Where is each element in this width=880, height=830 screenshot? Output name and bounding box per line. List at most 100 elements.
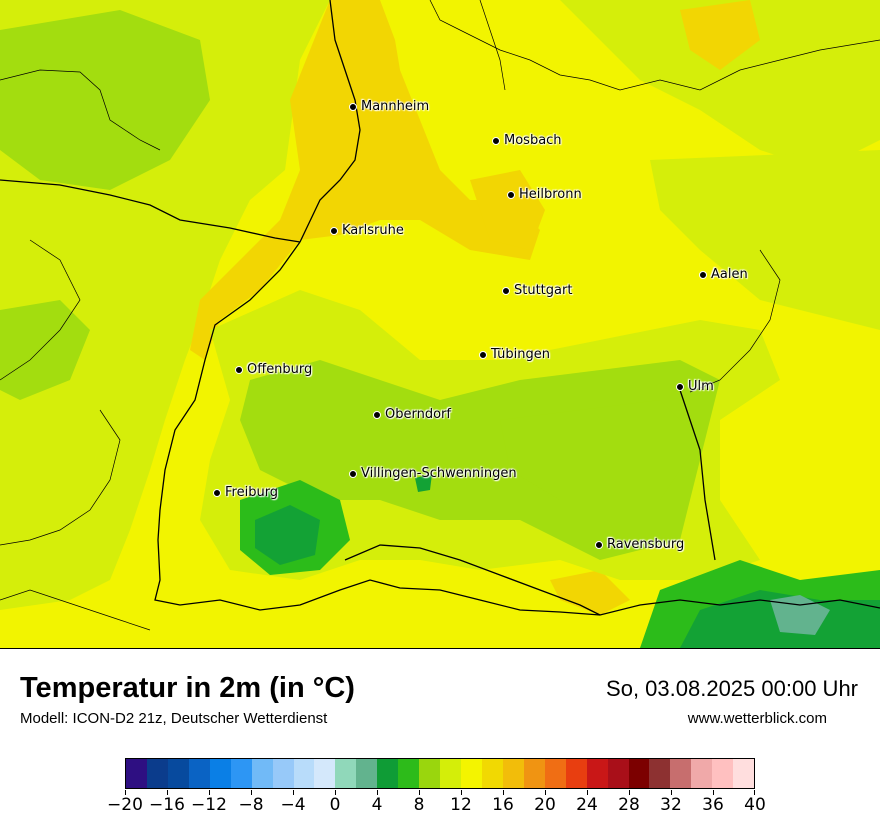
city-label: Mosbach [504,133,562,148]
city-marker[interactable]: Stuttgart [502,284,572,297]
colorbar-tick-label: 12 [450,795,472,815]
city-label: Offenburg [247,362,313,377]
colorbar-tick [754,790,755,795]
colorbar-swatch [230,759,252,788]
city-marker[interactable]: Freiburg [213,486,278,499]
colorbar-tick [713,790,714,795]
colorbar-swatch [691,759,713,788]
city-label: Freiburg [225,485,279,500]
city-marker[interactable]: Tübingen [479,348,550,361]
colorbar-tick [335,790,336,795]
colorbar-tick [293,790,294,795]
city-marker[interactable]: Karlsruhe [330,224,404,237]
city-label: Ravensburg [607,537,685,552]
city-marker[interactable]: Mosbach [492,134,562,147]
website-link[interactable]: www.wetterblick.com [687,710,827,727]
colorbar-swatch [565,759,587,788]
city-marker[interactable]: Mannheim [349,100,429,113]
colorbar-swatch [356,759,378,788]
colorbar-swatch [377,759,399,788]
city-dot [330,226,338,235]
colorbar-tick-label: 28 [618,795,640,815]
city-dot [349,469,357,478]
colorbar-swatch [607,759,629,788]
city-dot [235,365,243,374]
colorbar-swatch [419,759,441,788]
colorbar-swatch [398,759,420,788]
colorbar-swatch [586,759,608,788]
colorbar-swatch [335,759,357,788]
colorbar-tick [671,790,672,795]
colorbar-swatch [461,759,482,788]
city-marker[interactable]: Ulm [676,380,714,393]
colorbar-swatch [146,759,168,788]
city-marker[interactable]: Ravensburg [595,538,684,551]
model-subtitle: Modell: ICON-D2 21z, Deutscher Wetterdie… [20,710,328,727]
city-marker[interactable]: Offenburg [235,363,312,376]
city-label: Mannheim [361,99,430,114]
colorbar-tick [167,790,168,795]
colorbar-tick-label: −4 [280,795,306,815]
colorbar-tick-label: 0 [329,795,341,815]
city-dot [492,136,500,145]
colorbar-tick [503,790,504,795]
colorbar-swatch [314,759,336,788]
city-dot [676,382,684,391]
city-marker[interactable]: Heilbronn [507,188,582,201]
colorbar-tick-label: 40 [744,795,766,815]
city-marker[interactable]: Villingen-Schwenningen [349,467,517,480]
colorbar-tick-label: 24 [576,795,598,815]
colorbar-swatch [167,759,189,788]
colorbar-tick [209,790,210,795]
temperature-colorbar [125,758,755,789]
colorbar-swatch [126,759,147,788]
colorbar-swatch [733,759,755,788]
colorbar-tick [629,790,630,795]
colorbar-swatch [251,759,273,788]
colorbar-tick [545,790,546,795]
city-dot [373,410,381,419]
city-label: Aalen [711,267,748,282]
colorbar-swatch [670,759,692,788]
colorbar-swatch [502,759,524,788]
colorbar-ticks [125,790,755,798]
temperature-field [0,0,880,648]
colorbar-tick-label: 20 [534,795,556,815]
colorbar-tick-label: −8 [238,795,264,815]
colorbar-swatch [272,759,294,788]
colorbar-swatch [481,759,503,788]
forecast-datetime: So, 03.08.2025 00:00 Uhr [606,676,858,701]
city-dot [349,102,357,111]
city-label: Oberndorf [385,407,451,422]
colorbar-tick [125,790,126,795]
city-label: Stuttgart [514,283,573,298]
colorbar-tick-label: 16 [492,795,514,815]
map-title: Temperatur in 2m (in °C) [20,672,355,704]
colorbar-swatch [712,759,734,788]
city-label: Ulm [688,379,714,394]
colorbar-tick [377,790,378,795]
city-marker[interactable]: Aalen [699,268,748,281]
colorbar-swatch [544,759,566,788]
city-dot [479,350,487,359]
colorbar-swatch [628,759,650,788]
colorbar-tick-label: −16 [149,795,185,815]
city-dot [502,286,510,295]
city-label: Karlsruhe [342,223,404,238]
colorbar-tick [251,790,252,795]
colorbar-tick-label: 8 [413,795,425,815]
colorbar-swatch [440,759,461,788]
colorbar-swatch [209,759,231,788]
colorbar-tick [461,790,462,795]
colorbar-tick-label: 32 [660,795,682,815]
city-dot [507,190,515,199]
city-label: Tübingen [491,347,550,362]
colorbar-swatch [188,759,210,788]
colorbar-swatch [293,759,315,788]
colorbar-tick-label: 4 [371,795,383,815]
city-label: Heilbronn [519,187,582,202]
city-marker[interactable]: Oberndorf [373,408,451,421]
temperature-map: Mannheim Mosbach Heilbronn Karlsruhe Aal… [0,0,880,649]
city-dot [595,540,603,549]
colorbar-tick-label: 36 [702,795,724,815]
